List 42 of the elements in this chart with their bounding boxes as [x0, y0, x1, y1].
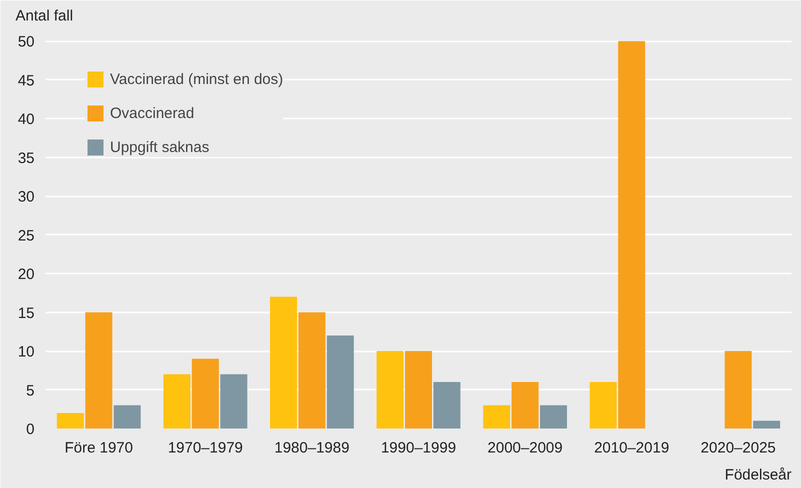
- legend-label: Uppgift saknas: [110, 138, 210, 156]
- bar: [376, 351, 404, 428]
- bar: [298, 312, 326, 428]
- y-tick-label: 25: [18, 227, 35, 244]
- x-tick-label: 2010–2019: [594, 440, 670, 456]
- y-tick-label: 0: [26, 421, 34, 438]
- bar: [405, 351, 432, 428]
- legend-label: Vaccinerad (minst en dos): [110, 70, 284, 88]
- legend-label: Ovaccinerad: [110, 104, 194, 122]
- y-axis-title: Antal fall: [16, 8, 74, 24]
- y-tick-label: 35: [18, 150, 35, 167]
- x-tick-label: 2020–2025: [700, 440, 776, 456]
- bar: [56, 413, 84, 428]
- bar: [270, 296, 298, 428]
- bar: [618, 41, 646, 428]
- bar: [433, 382, 460, 428]
- y-tick-label: 20: [18, 266, 35, 284]
- bar: [163, 374, 190, 428]
- bar: [220, 374, 248, 428]
- bar: [512, 382, 539, 428]
- y-tick-label: 40: [18, 111, 35, 128]
- bar: [326, 336, 354, 428]
- bar: [590, 382, 617, 428]
- bar: [753, 420, 780, 428]
- x-axis-title: Födelseår: [724, 466, 792, 484]
- x-tick-label: 1980–1989: [274, 440, 350, 456]
- bar: [540, 405, 567, 428]
- x-tick-label: 1990–1999: [380, 440, 456, 456]
- y-tick-label: 50: [18, 34, 35, 51]
- y-tick-label: 45: [18, 72, 35, 90]
- y-tick-label: 5: [26, 382, 34, 400]
- bar: [483, 405, 510, 428]
- y-tick-label: 15: [18, 304, 35, 322]
- bar: [724, 351, 752, 428]
- bar: [85, 312, 112, 428]
- bar: [114, 405, 141, 428]
- x-tick-label: 2000–2009: [488, 440, 563, 456]
- x-tick-label: 1970–1979: [168, 440, 243, 456]
- x-tick-label: Före 1970: [64, 440, 133, 456]
- bar: [192, 358, 219, 428]
- y-tick-label: 30: [18, 188, 35, 206]
- y-tick-label: 10: [18, 344, 35, 361]
